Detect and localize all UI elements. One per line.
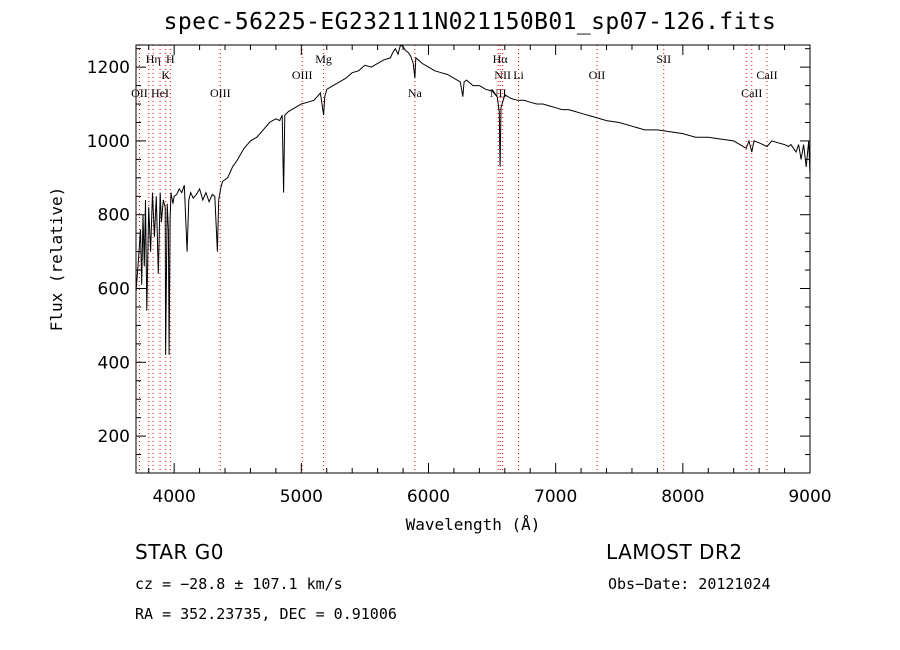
line-marker-label: Hα <box>493 52 509 66</box>
x-tick-label: 5000 <box>280 487 323 507</box>
plot-frame <box>135 44 811 474</box>
y-tick-label: 200 <box>98 427 130 447</box>
x-tick-label: 4000 <box>153 487 196 507</box>
line-marker-label: K <box>161 68 170 82</box>
line-marker-label: H <box>166 52 175 66</box>
coordinates: RA = 352.23735, DEC = 0.91006 <box>135 605 397 623</box>
y-tick-label: 800 <box>98 206 130 226</box>
y-tick-label: 1200 <box>87 58 130 78</box>
line-marker-label: SII <box>656 52 671 66</box>
star-class: STAR G0 <box>135 540 225 564</box>
line-marker-label: Li <box>513 68 524 82</box>
line-marker-label: CaII <box>756 68 777 82</box>
redshift-cz: cz = −28.8 ± 107.1 km/s <box>135 575 343 593</box>
y-tick-label: 1000 <box>87 132 130 152</box>
line-marker-label: Na <box>408 86 423 100</box>
line-marker-label: NII <box>490 86 507 100</box>
line-marker-label: OIII <box>292 68 313 82</box>
x-tick-label: 7000 <box>534 487 577 507</box>
x-tick-label: 6000 <box>407 487 450 507</box>
y-tick-label: 600 <box>98 280 130 300</box>
x-tick-label: 9000 <box>788 487 831 507</box>
line-marker-label: OIII <box>210 86 231 100</box>
line-marker-label: HeI <box>151 86 169 100</box>
spectrum-line <box>135 44 811 355</box>
chart-title: spec-56225-EG232111N021150B01_sp07-126.f… <box>163 9 777 35</box>
survey-name: LAMOST DR2 <box>606 540 743 564</box>
y-axis-label: Flux (relative) <box>47 187 66 332</box>
line-marker-label: Hη <box>146 52 161 66</box>
line-marker-label: OII <box>131 86 148 100</box>
y-tick-label: 400 <box>98 353 130 373</box>
line-marker-label: OII <box>589 68 606 82</box>
x-axis-label: Wavelength (Å) <box>406 515 541 534</box>
line-marker-label: NII <box>494 68 511 82</box>
observation-date: Obs−Date: 20121024 <box>608 575 771 593</box>
line-marker-label: CaII <box>741 86 762 100</box>
x-tick-label: 8000 <box>661 487 704 507</box>
line-marker-label: Mg <box>315 52 332 66</box>
